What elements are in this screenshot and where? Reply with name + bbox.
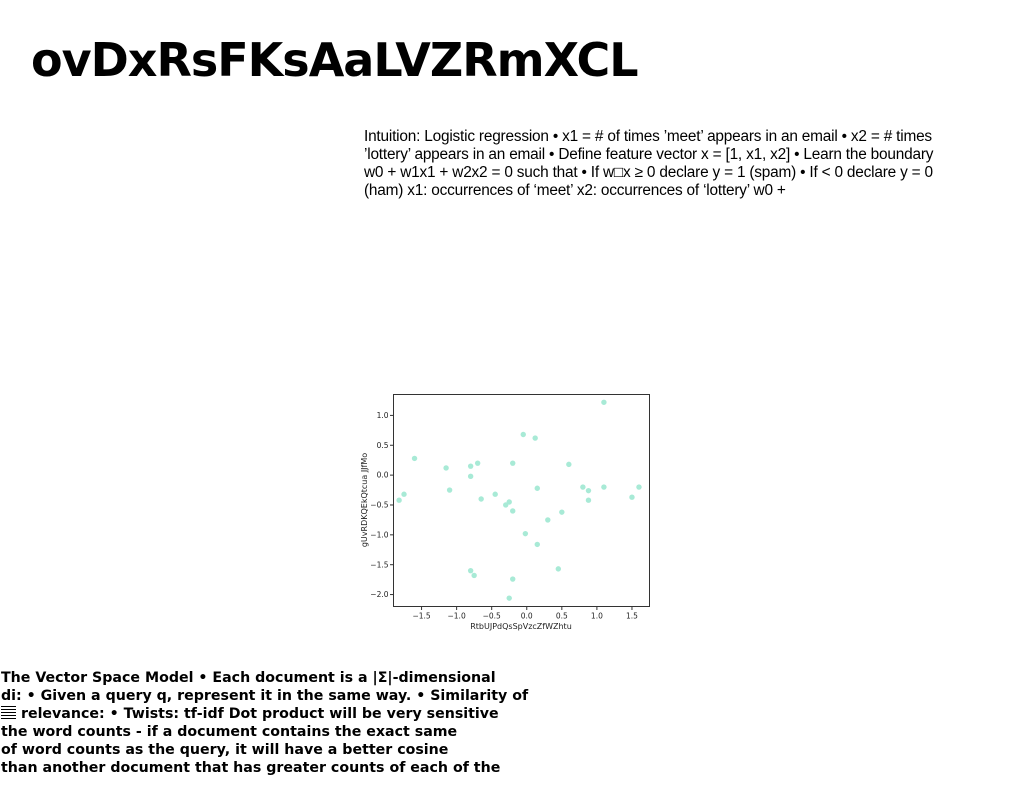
scatter-point [580,484,586,490]
scatter-point [443,465,449,471]
paragraph-line-text: relevance: • Twists: tf-idf Dot product … [20,706,499,722]
scatter-point [636,484,642,490]
y-tick-label: 1.0 [377,411,389,420]
scatter-point [601,399,607,405]
y-tick-label: 0.0 [377,471,389,480]
x-tick-label: −1.0 [448,612,466,621]
x-tick-label: 1.0 [591,612,603,621]
page-title: ovDxRsFKsAaLVZRmXCL [31,33,639,87]
x-tick-label: −0.5 [483,612,501,621]
plot-frame [393,394,650,607]
scatter-point [510,460,516,466]
scatter-point [467,463,474,469]
scatter-point [555,566,562,572]
scatter-point [566,461,572,468]
x-tick-label: −1.5 [412,612,430,621]
scatter-point [467,567,474,574]
text-lines-icon [1,706,16,719]
paragraph-line: of word counts as the query, it will hav… [1,742,449,758]
y-tick-label: −2.0 [370,590,388,599]
scatter-point [471,572,477,579]
x-axis-ticks: −1.5 −1.0 −0.5 0.0 0.5 1.0 1.5 [412,606,638,621]
scatter-point [601,484,607,490]
y-axis-label: gUvRDKQEkQtcua JJfMo [360,453,369,547]
scatter-chart: −1.5 −1.0 −0.5 0.0 0.5 1.0 1.5 −2.0 −1.5 −1.0 −0.… [360,394,650,631]
scatter-point [506,595,512,601]
scatter-point [629,494,635,500]
intuition-paragraph: Intuition: Logistic regression • x1 = # … [364,128,934,199]
y-tick-label: −0.5 [370,501,388,510]
y-axis-ticks: −2.0 −1.5 −1.0 −0.5 0.0 0.5 1.0 [370,411,394,599]
scatter-point [534,541,540,548]
y-tick-label: −1.0 [370,530,388,539]
scatter-point [545,517,551,523]
x-tick-label: 0.5 [556,612,568,621]
scatter-point [522,530,529,537]
scatter-point [396,497,402,503]
scatter-point [532,435,538,441]
scatter-point [585,487,592,494]
scatter-point [474,460,481,466]
scatter-point [510,508,516,514]
scatter-point [492,491,498,497]
scatter-point [478,496,484,502]
scatter-point [503,502,509,508]
paragraph-line: the word counts - if a document contains… [1,724,458,740]
scatter-point [506,499,512,505]
scatter-point [559,509,565,515]
y-tick-label: −1.5 [370,560,388,569]
vector-space-paragraph: The Vector Space Model • Each document i… [1,669,541,777]
x-tick-label: 1.5 [626,612,638,621]
scatter-point [534,485,540,491]
paragraph-line: than another document that has greater c… [1,760,501,776]
scatter-point [401,491,407,497]
scatter-point [467,473,474,480]
scatter-point [520,431,526,438]
x-tick-label: 0.0 [521,612,533,621]
scatter-point [585,497,592,503]
scatter-point [446,487,453,493]
scatter-point [411,455,418,462]
y-tick-label: 0.5 [377,441,389,450]
x-axis-label: RtbUJPdQsSpVzcZfWZhtu [470,622,572,631]
scatter-point [510,576,516,582]
paragraph-line: di: • Given a query q, represent it in t… [1,688,529,704]
paragraph-line: The Vector Space Model • Each document i… [1,670,496,686]
paragraph-line-with-icon: relevance: • Twists: tf-idf Dot product … [1,705,541,723]
scatter-points [396,399,642,601]
